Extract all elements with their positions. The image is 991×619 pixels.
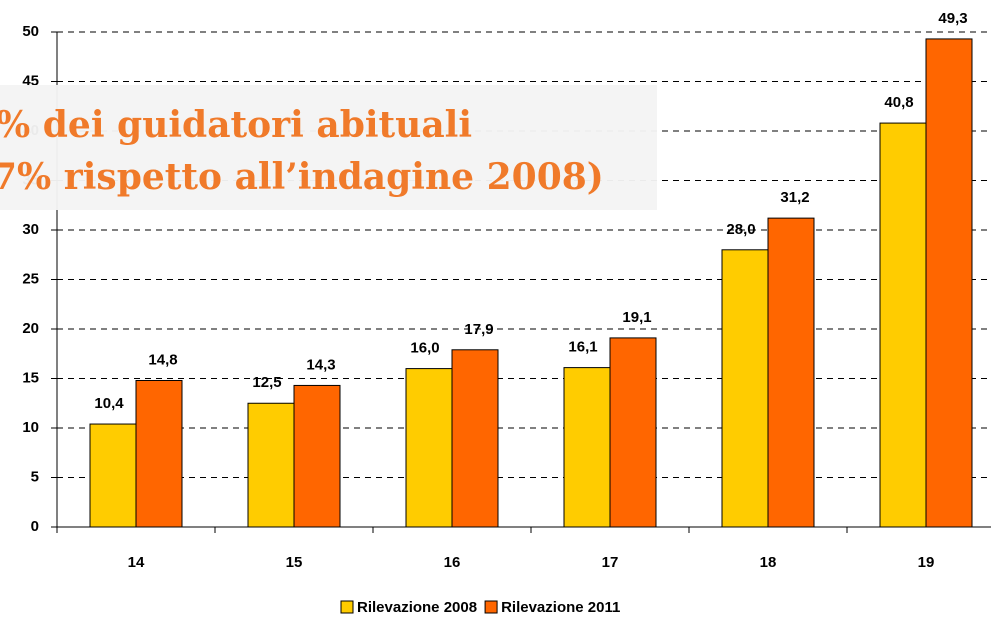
y-tick-label: 5 [31,468,39,485]
bar [89,423,137,528]
legend: Rilevazione 2008 Rilevazione 2011 [340,599,620,616]
bar [293,384,341,528]
value-label: 49,3 [938,10,967,27]
x-tick-label: 15 [286,554,303,571]
value-label: 14,8 [148,351,177,368]
annotation: % dei guidatori abituali [0,104,472,146]
x-tick-label: 16 [444,554,461,571]
y-tick-label: 30 [22,221,39,238]
y-tick-label: 15 [22,369,39,386]
bar [247,402,295,528]
y-tick-label: 25 [22,270,39,287]
value-label: 14,3 [306,356,335,373]
y-tick-label: 10 [22,419,39,436]
bar [879,122,927,528]
bar [609,337,657,528]
bar [135,379,183,528]
x-tick-label: 17 [602,554,619,571]
value-label: 40,8 [884,94,913,111]
x-tick-label: 14 [128,554,145,571]
value-label: 31,2 [780,189,809,206]
legend-label: Rilevazione 2011 [501,599,620,616]
bar [925,38,973,528]
y-tick-label: 0 [31,518,39,535]
x-tick-label: 18 [760,554,777,571]
annotation-box [0,85,657,210]
annotation: 7% rispetto all’indagine 2008) [0,156,604,198]
bar [767,217,815,528]
bar [721,249,769,528]
legend-swatch [340,600,354,614]
y-tick-label: 50 [22,23,39,40]
bar [563,367,611,528]
legend-label: Rilevazione 2008 [357,599,477,616]
value-label: 16,1 [568,339,597,356]
x-tick-label: 19 [918,554,935,571]
value-label: 17,9 [464,321,493,338]
bar [405,368,453,528]
value-label: 19,1 [622,309,651,326]
value-label: 16,0 [410,340,439,357]
y-tick-label: 20 [22,320,39,337]
legend-swatch [484,600,498,614]
value-label: 12,5 [252,374,281,391]
value-label: 10,4 [94,395,124,412]
bar [451,349,499,528]
value-label: 28,0 [726,221,755,238]
